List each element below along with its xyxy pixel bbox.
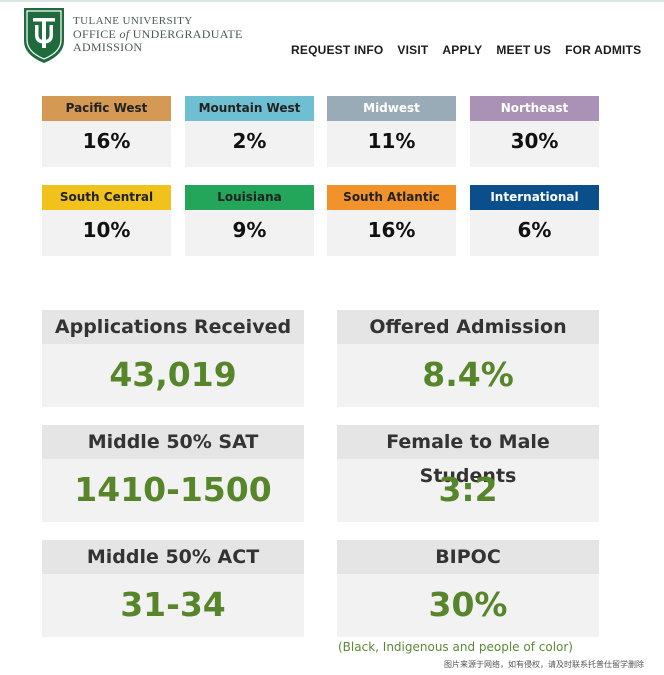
region-value: 11% [367, 129, 416, 153]
region-card-pacific-west: Pacific West 16% [42, 96, 171, 167]
region-card-south-atlantic: South Atlantic 16% [327, 185, 456, 256]
image-source-watermark: 图片来源于网络，如有侵权，请及时联系托普仕留学删除 [444, 660, 644, 669]
stat-label: Female to Male Students [337, 425, 599, 487]
stat-label: BIPOC [337, 540, 599, 574]
region-card-midwest: Midwest 11% [327, 96, 456, 167]
region-label: Louisiana [185, 185, 314, 210]
stat-card-offered-admission: Offered Admission 8.4% [337, 310, 599, 407]
stat-label: Middle 50% SAT [42, 425, 304, 459]
bipoc-footnote: (Black, Indigenous and people of color) [338, 640, 573, 654]
region-value: 16% [82, 129, 131, 153]
stat-card-female-to-male: Female to Male Students 3:2 [337, 425, 599, 522]
stat-value: 8.4% [422, 355, 514, 394]
stat-value: 43,019 [109, 355, 237, 394]
region-card-mountain-west: Mountain West 2% [185, 96, 314, 167]
region-value: 9% [232, 218, 267, 242]
region-label: Northeast [470, 96, 599, 121]
region-value: 6% [517, 218, 552, 242]
region-label: South Central [42, 185, 171, 210]
main-nav: REQUEST INFO VISIT APPLY MEET US FOR ADM… [291, 43, 641, 57]
region-card-northeast: Northeast 30% [470, 96, 599, 167]
brand-wordmark[interactable]: TULANE UNIVERSITY OFFICE of UNDERGRADUAT… [73, 15, 243, 54]
region-label: Pacific West [42, 96, 171, 121]
region-label: International [470, 185, 599, 210]
region-label: South Atlantic [327, 185, 456, 210]
nav-visit[interactable]: VISIT [397, 43, 429, 57]
tulane-shield-logo[interactable] [23, 7, 65, 64]
stat-value: 3:2 [438, 470, 498, 509]
stat-card-middle-50-sat: Middle 50% SAT 1410-1500 [42, 425, 304, 522]
region-card-international: International 6% [470, 185, 599, 256]
brand-university: TULANE UNIVERSITY [73, 15, 193, 27]
region-value: 2% [232, 129, 267, 153]
nav-apply[interactable]: APPLY [442, 43, 483, 57]
region-card-louisiana: Louisiana 9% [185, 185, 314, 256]
stat-label: Middle 50% ACT [42, 540, 304, 574]
region-card-south-central: South Central 10% [42, 185, 171, 256]
region-value: 16% [367, 218, 416, 242]
stat-value: 30% [428, 585, 508, 624]
nav-for-admits[interactable]: FOR ADMITS [565, 43, 642, 57]
stat-value: 1410-1500 [74, 470, 272, 509]
brand-admission: ADMISSION [73, 40, 143, 54]
stat-label: Applications Received [42, 310, 304, 344]
stat-card-bipoc: BIPOC 30% [337, 540, 599, 637]
top-rule [0, 0, 664, 2]
stat-card-applications-received: Applications Received 43,019 [42, 310, 304, 407]
region-value: 10% [82, 218, 131, 242]
region-label: Midwest [327, 96, 456, 121]
region-label: Mountain West [185, 96, 314, 121]
stat-label: Offered Admission [337, 310, 599, 344]
nav-request-info[interactable]: REQUEST INFO [291, 43, 384, 57]
stat-card-middle-50-act: Middle 50% ACT 31-34 [42, 540, 304, 637]
region-value: 30% [510, 129, 559, 153]
nav-meet-us[interactable]: MEET US [496, 43, 552, 57]
brand-office: OFFICE of UNDERGRADUATE [73, 27, 243, 41]
stat-value: 31-34 [120, 585, 226, 624]
